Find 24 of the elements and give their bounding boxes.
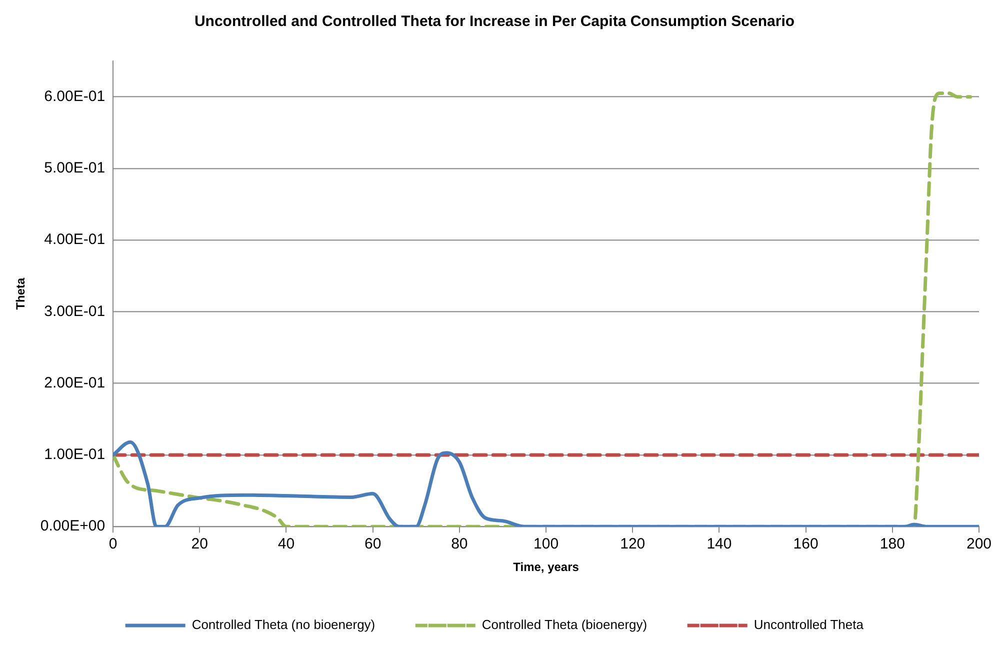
y-tick-label: 4.00E-01 — [44, 231, 106, 248]
x-tick-label: 40 — [278, 536, 295, 553]
x-tick-label: 20 — [191, 536, 208, 553]
x-axis-title: Time, years — [513, 560, 580, 574]
x-tick-label: 160 — [793, 536, 818, 553]
y-tick-label: 0.00E+00 — [40, 518, 106, 535]
y-tick-label: 1.00E-01 — [44, 446, 106, 464]
x-tick-label: 60 — [364, 536, 382, 553]
x-tick-label: 120 — [620, 536, 646, 553]
y-axis-title: Theta — [14, 277, 28, 310]
x-tick-label: 200 — [966, 536, 992, 553]
x-tick-label: 140 — [706, 536, 732, 553]
y-tick-label: 2.00E-01 — [44, 374, 106, 392]
x-tick-label: 0 — [108, 536, 118, 553]
x-tick-label: 100 — [534, 536, 559, 553]
legend-label: Uncontrolled Theta — [754, 617, 864, 632]
legend-label: Controlled Theta (bioenergy) — [482, 617, 648, 632]
y-tick-label: 6.00E-01 — [44, 88, 106, 105]
y-tick-label: 5.00E-01 — [44, 160, 106, 177]
x-tick-label: 80 — [451, 536, 468, 553]
y-tick-label: 3.00E-01 — [44, 302, 106, 320]
x-tick-label: 180 — [880, 536, 905, 553]
chart-title: Uncontrolled and Controlled Theta for Increase in Per Capita Consumption Scenario — [194, 13, 795, 30]
legend-label: Controlled Theta (no bioenergy) — [192, 617, 376, 632]
